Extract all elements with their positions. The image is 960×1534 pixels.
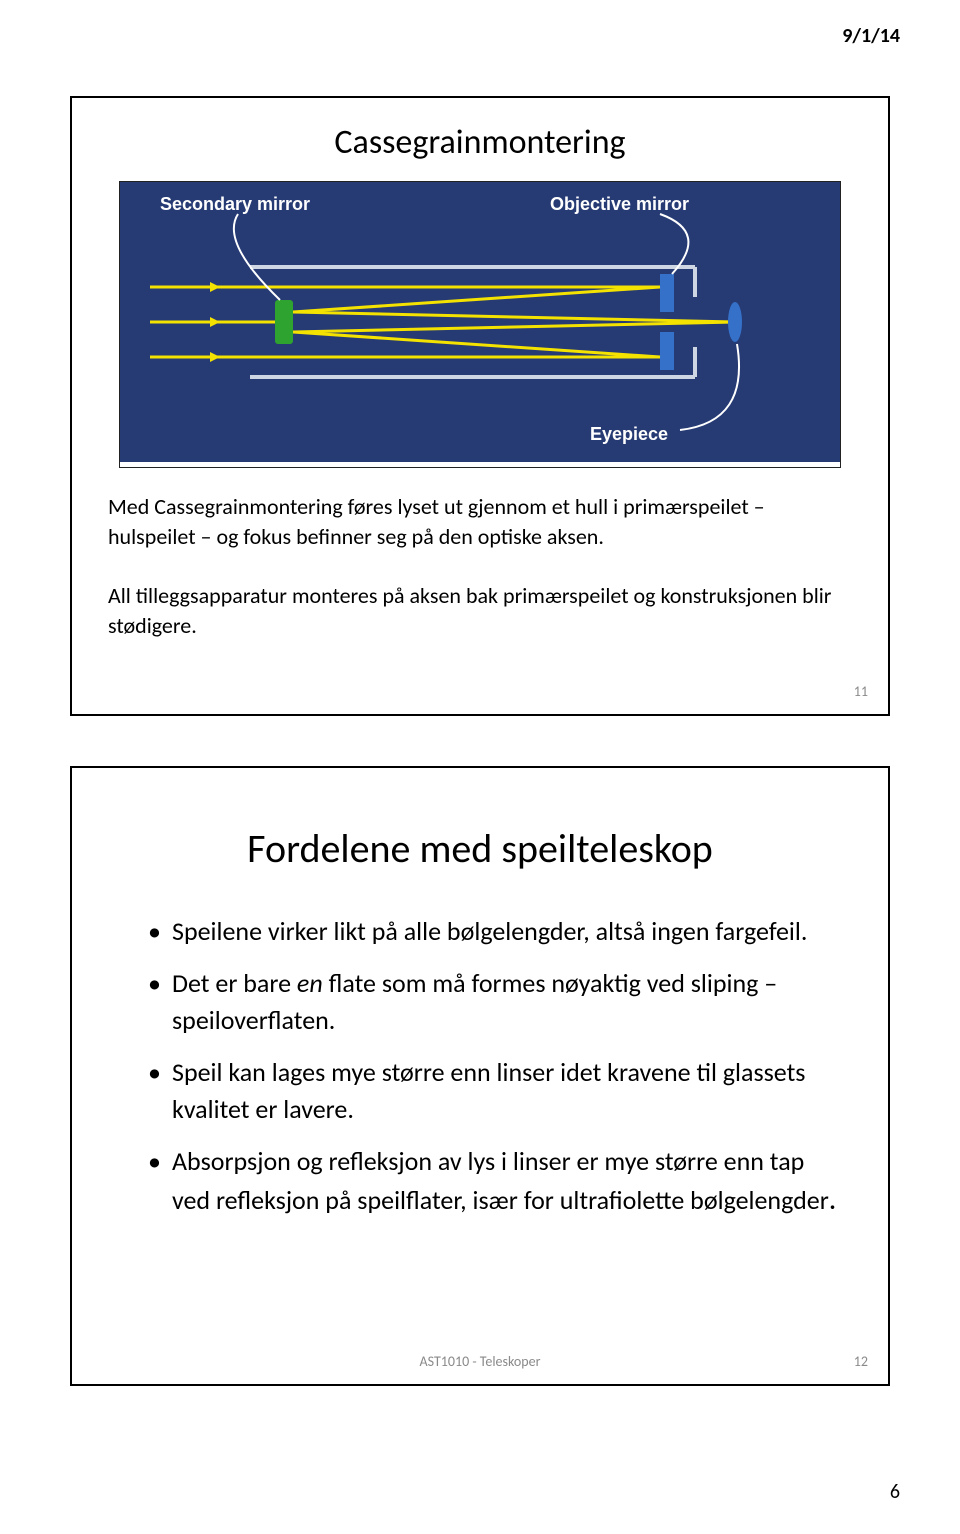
bullet-1-text: Speilene virker likt på alle bølgelengde… <box>172 915 807 947</box>
bullet-2-pre: Det er bare <box>172 967 297 999</box>
bullet-1: Speilene virker likt på alle bølgelengde… <box>148 913 842 949</box>
page-number: 6 <box>890 1480 900 1504</box>
cassegrain-diagram: Secondary mirror Objective mirror Eyepie… <box>119 181 841 468</box>
bullet-2-em: en <box>297 967 323 999</box>
cassegrain-svg: Secondary mirror Objective mirror Eyepie… <box>120 182 840 462</box>
slide-2-footer: AST1010 - Teleskoper <box>72 1353 888 1370</box>
slide-1: Cassegrainmontering <box>70 96 890 716</box>
slide-2-number: 12 <box>854 1353 868 1370</box>
caption-line-2: All tilleggsapparatur monteres på aksen … <box>108 582 831 639</box>
label-objective: Objective mirror <box>550 194 689 214</box>
bullet-list: Speilene virker likt på alle bølgelengde… <box>108 913 852 1221</box>
secondary-mirror <box>275 300 293 344</box>
bullet-3: Speil kan lages mye større enn linser id… <box>148 1054 842 1127</box>
bullet-4-text: Absorpsjon og refleksjon av lys i linser… <box>172 1145 829 1216</box>
label-secondary: Secondary mirror <box>160 194 310 214</box>
label-eyepiece: Eyepiece <box>590 424 668 444</box>
bullet-3-text: Speil kan lages mye større enn linser id… <box>172 1056 805 1124</box>
bullet-4-trail: . <box>829 1181 837 1218</box>
slide-2-title: Fordelene med speilteleskop <box>108 824 852 873</box>
slide-1-caption: Med Cassegrainmontering føres lyset ut g… <box>108 492 852 640</box>
caption-line-1: Med Cassegrainmontering føres lyset ut g… <box>108 493 765 550</box>
eyepiece <box>728 302 742 342</box>
bullet-4: Absorpsjon og refleksjon av lys i linser… <box>148 1143 842 1221</box>
slide-1-title: Cassegrainmontering <box>108 122 852 163</box>
slide-2: Fordelene med speilteleskop Speilene vir… <box>70 766 890 1386</box>
page-date: 9/1/14 <box>842 24 900 48</box>
bullet-2: Det er bare en flate som må formes nøyak… <box>148 965 842 1038</box>
slide-1-number: 11 <box>854 683 868 700</box>
